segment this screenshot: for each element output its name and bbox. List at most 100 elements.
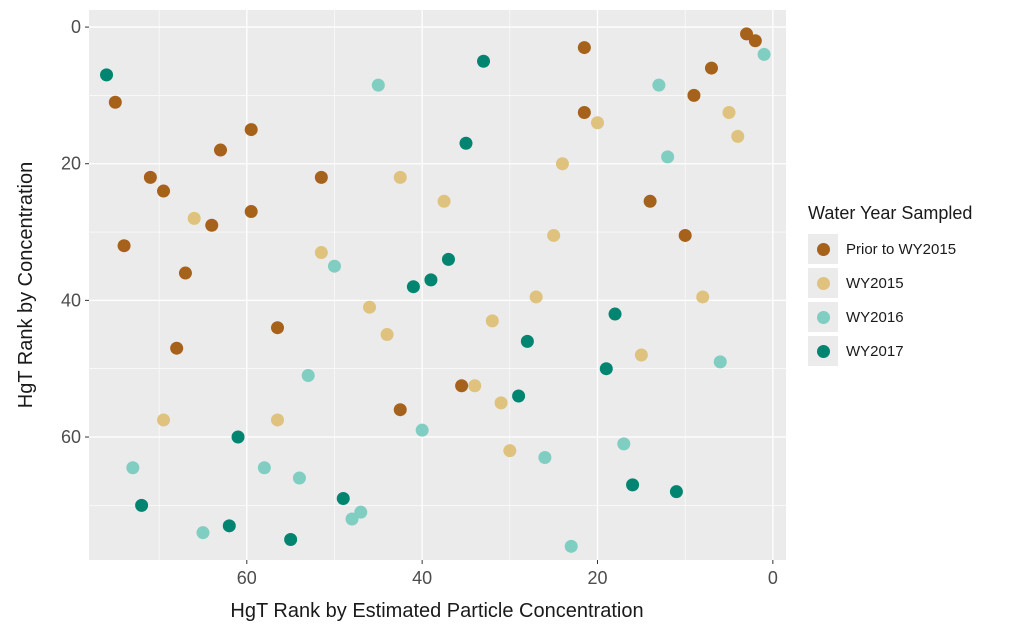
point-wy2016	[661, 150, 675, 164]
x-tick-label: 40	[412, 568, 432, 588]
point-wy2015	[363, 300, 377, 314]
point-wy2017	[336, 492, 350, 506]
point-wy2017	[608, 307, 622, 321]
point-prior-to-wy2015	[643, 194, 657, 208]
point-prior-to-wy2015	[214, 143, 228, 157]
legend-item-prior-wy2015: Prior to WY2015	[808, 232, 972, 266]
y-axis-title: HgT Rank by Concentration	[15, 162, 37, 408]
point-wy2016	[196, 526, 210, 540]
legend-item-wy2016: WY2016	[808, 300, 972, 334]
point-wy2015	[485, 314, 499, 328]
legend-dot-icon	[816, 242, 830, 256]
y-tick-label: 20	[61, 154, 81, 174]
point-wy2015	[722, 105, 736, 119]
point-wy2015	[187, 211, 201, 225]
point-wy2017	[669, 485, 683, 499]
point-wy2016	[564, 539, 578, 553]
point-wy2015	[437, 194, 451, 208]
point-wy2017	[284, 533, 298, 547]
plot-panel	[89, 10, 786, 560]
point-wy2016	[652, 78, 666, 92]
point-wy2017	[512, 389, 526, 403]
point-wy2017	[135, 498, 149, 512]
legend-item-wy2015: WY2015	[808, 266, 972, 300]
point-wy2015	[591, 116, 605, 130]
point-wy2016	[757, 47, 771, 61]
x-tick-label: 20	[587, 568, 607, 588]
point-wy2017	[231, 430, 245, 444]
grid-major	[89, 10, 786, 560]
point-wy2016	[415, 423, 429, 437]
point-wy2016	[257, 461, 271, 475]
point-prior-to-wy2015	[270, 321, 284, 335]
point-wy2016	[345, 512, 359, 526]
point-wy2017	[222, 519, 236, 533]
point-wy2016	[371, 78, 385, 92]
y-tick-label: 60	[61, 427, 81, 447]
point-wy2016	[617, 437, 631, 451]
point-prior-to-wy2015	[170, 341, 184, 355]
point-prior-to-wy2015	[577, 41, 591, 55]
point-prior-to-wy2015	[244, 205, 258, 219]
point-wy2016	[126, 461, 140, 475]
legend-item-wy2017: WY2017	[808, 334, 972, 368]
point-wy2017	[406, 280, 420, 294]
legend-dot-icon	[816, 310, 830, 324]
data-points	[100, 27, 771, 553]
point-wy2015	[696, 290, 710, 304]
point-prior-to-wy2015	[678, 228, 692, 242]
legend-key	[808, 234, 838, 264]
point-wy2015	[547, 228, 561, 242]
point-wy2015	[380, 328, 394, 342]
legend-key	[808, 268, 838, 298]
point-prior-to-wy2015	[178, 266, 192, 280]
point-wy2015	[731, 129, 745, 143]
point-wy2015	[529, 290, 543, 304]
legend-title: Water Year Sampled	[808, 203, 973, 223]
point-wy2016	[327, 259, 341, 273]
point-wy2016	[292, 471, 306, 485]
legend: Water Year Sampled Prior to WY2015 WY201…	[808, 203, 972, 368]
point-prior-to-wy2015	[577, 105, 591, 119]
axis-ticks: 60 40 20 0 0 20 40 60	[61, 17, 778, 588]
point-wy2016	[713, 355, 727, 369]
point-wy2016	[354, 505, 368, 519]
point-wy2017	[424, 273, 438, 287]
point-wy2015	[503, 444, 517, 458]
point-wy2017	[459, 136, 473, 150]
point-prior-to-wy2015	[314, 170, 328, 184]
point-prior-to-wy2015	[143, 170, 157, 184]
point-wy2015	[157, 413, 171, 427]
point-wy2015	[393, 170, 407, 184]
point-wy2017	[599, 362, 613, 376]
grid-minor	[89, 10, 786, 560]
legend-dot-icon	[816, 276, 830, 290]
x-axis-title: HgT Rank by Estimated Particle Concentra…	[230, 600, 643, 622]
point-prior-to-wy2015	[157, 184, 171, 198]
point-prior-to-wy2015	[748, 34, 762, 48]
point-wy2016	[538, 451, 552, 465]
point-prior-to-wy2015	[704, 61, 718, 75]
point-prior-to-wy2015	[393, 403, 407, 417]
point-wy2017	[626, 478, 640, 492]
point-wy2015	[314, 246, 328, 260]
x-tick-label: 60	[237, 568, 257, 588]
point-prior-to-wy2015	[244, 123, 258, 137]
point-wy2015	[494, 396, 508, 410]
point-wy2015	[270, 413, 284, 427]
point-prior-to-wy2015	[205, 218, 219, 232]
legend-dot-icon	[816, 344, 830, 358]
point-wy2015	[468, 379, 482, 393]
point-wy2017	[520, 334, 534, 348]
point-prior-to-wy2015	[740, 27, 754, 41]
point-prior-to-wy2015	[117, 239, 131, 253]
x-tick-label: 0	[768, 568, 778, 588]
legend-label: WY2017	[846, 342, 904, 360]
point-wy2015	[555, 157, 569, 171]
legend-key	[808, 302, 838, 332]
point-wy2016	[301, 369, 315, 383]
point-wy2017	[477, 54, 491, 68]
y-tick-label: 40	[61, 290, 81, 310]
y-tick-label: 0	[71, 17, 81, 37]
